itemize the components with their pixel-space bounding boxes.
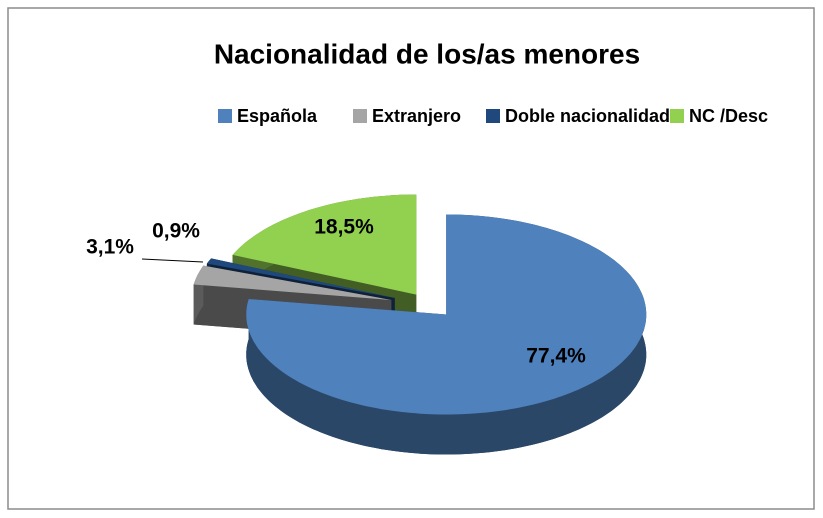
legend-swatch [218,109,232,123]
data-label: 0,9% [152,220,200,243]
leader-line [141,258,204,263]
legend-label: Española [237,106,318,126]
legend-label: Extranjero [372,106,461,126]
legend-label: Doble nacionalidad [505,106,670,126]
pie-slice [246,214,647,455]
slice-top [193,265,392,300]
legend-swatch [670,109,684,123]
slice-top [246,214,647,415]
legend-label: NC /Desc [689,106,768,126]
slice-top [232,194,417,295]
data-label: 3,1% [86,236,134,259]
slice-top [206,258,395,298]
legend-swatch [486,109,500,123]
data-label: 77,4% [526,345,586,368]
data-label: 18,5% [314,216,374,239]
chart-title: Nacionalidad de los/as menores [214,38,640,69]
legend-swatch [353,109,367,123]
